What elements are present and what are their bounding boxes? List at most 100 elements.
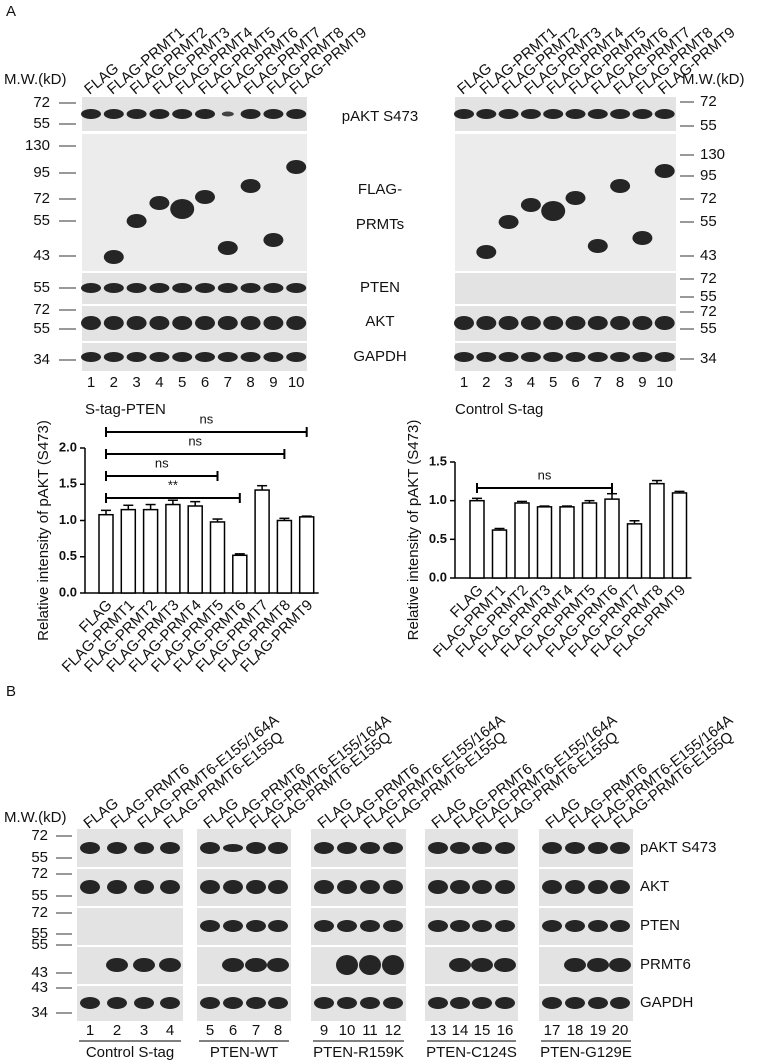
lane-number: 4: [155, 374, 163, 391]
blot-band: [476, 245, 497, 259]
lane-number: 9: [320, 1022, 328, 1039]
row-label: FLAG-: [358, 181, 402, 198]
blot-band: [520, 109, 541, 119]
blot-band: [134, 997, 154, 1009]
lane-number: 7: [594, 374, 602, 391]
blot-band: [587, 352, 608, 362]
mw-marker: 95: [700, 167, 717, 184]
lane-number: 3: [504, 374, 512, 391]
blot-band: [246, 842, 266, 854]
blot-band: [246, 920, 266, 932]
blot-band: [195, 283, 215, 293]
blot-band: [498, 109, 519, 119]
y-tick-label: 2.0: [59, 439, 77, 454]
blot-band: [337, 920, 357, 932]
blot-band: [80, 997, 100, 1009]
blot-band: [200, 997, 220, 1009]
significance-label: ns: [199, 411, 213, 426]
blot-band: [106, 958, 128, 972]
blot-band: [587, 316, 608, 330]
blot-band: [632, 231, 653, 245]
blot-band: [587, 958, 609, 972]
blot-band: [610, 842, 630, 854]
lane-number: 3: [140, 1022, 148, 1039]
blot-band: [542, 997, 562, 1009]
blot-band: [80, 842, 100, 854]
blot-band: [134, 880, 154, 894]
significance-label: ns: [538, 467, 552, 482]
y-axis-label: Relative intensity of pAKT (S473): [35, 420, 52, 641]
blot-band: [81, 283, 101, 293]
blot-band: [217, 352, 238, 362]
group-label: PTEN-C124S: [426, 1044, 517, 1061]
mw-marker: 72: [700, 190, 717, 207]
blot-band: [495, 997, 515, 1009]
bar: [581, 502, 598, 579]
bar: [649, 482, 665, 579]
mw-marker: 72: [700, 270, 717, 287]
bar: [469, 499, 485, 579]
blot-band: [520, 316, 541, 330]
blot-band: [267, 958, 289, 972]
blot-band: [81, 316, 101, 330]
blot-band: [107, 997, 127, 1009]
lane-number: 12: [385, 1022, 402, 1039]
blot-band: [498, 352, 519, 362]
blot-band: [240, 283, 261, 293]
lane-number: 18: [567, 1022, 584, 1039]
blot-band: [450, 880, 470, 894]
mw-marker: 72: [31, 904, 48, 921]
blot-band: [476, 109, 497, 119]
blot-band: [126, 352, 147, 362]
blot-band: [263, 233, 284, 247]
blot-band: [610, 352, 631, 362]
blot-band: [450, 842, 470, 854]
blot-band: [495, 842, 515, 854]
blot-band: [149, 283, 170, 293]
blot-band: [588, 997, 608, 1009]
mw-marker: 95: [33, 164, 50, 181]
blot-band: [542, 880, 562, 894]
blot-band: [359, 955, 381, 975]
mw-marker: 130: [700, 146, 725, 163]
blot-band: [450, 920, 470, 932]
blot-band: [314, 842, 334, 854]
lane-number: 17: [544, 1022, 561, 1039]
blot-band: [170, 199, 195, 219]
mw-marker: 43: [33, 247, 50, 264]
row-label: GAPDH: [640, 994, 693, 1011]
blot-band: [126, 283, 147, 293]
blot-band: [542, 842, 562, 854]
significance-label: ns: [188, 433, 202, 448]
mw-marker: 72: [33, 190, 50, 207]
blot-band: [472, 880, 492, 894]
blot-band: [428, 997, 448, 1009]
lane-number: 13: [430, 1022, 447, 1039]
blot-band: [172, 316, 193, 330]
blot-strip: [455, 273, 676, 304]
bar: [514, 502, 530, 579]
bar: [276, 519, 293, 594]
blot-band: [632, 352, 653, 362]
blot-band: [245, 958, 267, 972]
blot-band: [520, 352, 541, 362]
blot-band: [149, 109, 170, 119]
mw-marker: 55: [33, 115, 50, 132]
mw-marker: 55: [33, 279, 50, 296]
blot-band: [263, 352, 284, 362]
blot-band: [103, 352, 124, 362]
blot-band: [565, 316, 586, 330]
blot-band: [383, 842, 403, 854]
lane-number: 16: [497, 1022, 514, 1039]
mw-marker: 55: [700, 288, 717, 305]
blot-band: [454, 316, 474, 330]
blot-band: [609, 958, 631, 972]
significance-label: ns: [155, 455, 169, 470]
mw-marker: 55: [700, 320, 717, 337]
blot-band: [428, 880, 448, 894]
blot-band: [195, 352, 215, 362]
blot-band: [476, 316, 497, 330]
y-tick-label: 0.0: [429, 569, 447, 584]
blot-band: [286, 352, 307, 362]
